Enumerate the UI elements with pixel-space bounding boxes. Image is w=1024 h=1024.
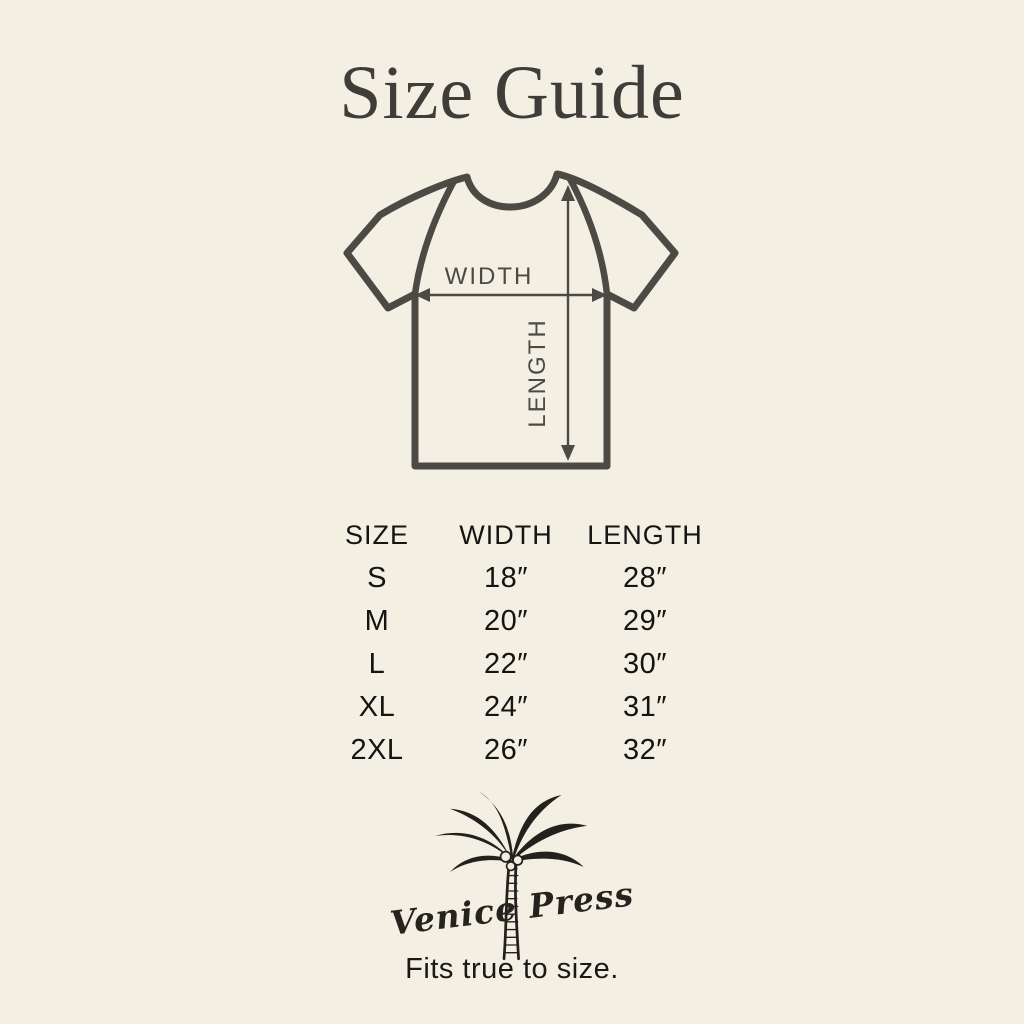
tshirt-body-outline	[343, 170, 679, 470]
length-value: 31″	[622, 691, 668, 723]
table-row: L 22″ 30″	[310, 643, 722, 686]
size-value: S	[367, 562, 387, 594]
width-arrow-icon	[415, 288, 607, 302]
width-label: WIDTH	[445, 263, 534, 290]
size-value: M	[364, 605, 390, 637]
width-value: 24″	[483, 691, 529, 723]
fit-note: Fits true to size.	[405, 953, 619, 985]
length-value: 32″	[622, 734, 668, 766]
palm-tree-icon	[434, 791, 588, 961]
size-table-header-row: SIZE WIDTH LENGTH	[310, 514, 722, 557]
size-value: 2XL	[350, 734, 404, 766]
tshirt-outline-icon: WIDTH LENGTH	[343, 170, 679, 470]
size-value: L	[368, 648, 386, 680]
length-value: 29″	[622, 605, 668, 637]
table-row: S 18″ 28″	[310, 557, 722, 600]
column-header-width: WIDTH	[459, 520, 553, 550]
table-row: XL 24″ 31″	[310, 686, 722, 729]
column-header-size: SIZE	[344, 520, 409, 550]
table-row: M 20″ 29″	[310, 600, 722, 643]
width-value: 20″	[483, 605, 529, 637]
brand-logo	[424, 783, 596, 963]
width-value: 18″	[483, 562, 529, 594]
tshirt-right-armhole-seam	[566, 175, 611, 298]
length-label: LENGTH	[524, 318, 551, 427]
table-row: 2XL 26″ 32″	[310, 729, 722, 772]
page-title: Size Guide	[339, 51, 685, 135]
column-header-length: LENGTH	[587, 520, 703, 550]
width-value: 22″	[483, 648, 529, 680]
length-value: 30″	[622, 648, 668, 680]
size-table: SIZE WIDTH LENGTH S 18″ 28″ M 20″ 29″ L …	[310, 514, 722, 772]
size-value: XL	[358, 691, 396, 723]
tshirt-diagram: WIDTH LENGTH	[330, 160, 710, 490]
length-arrow-icon	[561, 185, 575, 461]
length-value: 28″	[622, 562, 668, 594]
width-value: 26″	[483, 734, 529, 766]
tshirt-left-armhole-seam	[411, 177, 458, 298]
